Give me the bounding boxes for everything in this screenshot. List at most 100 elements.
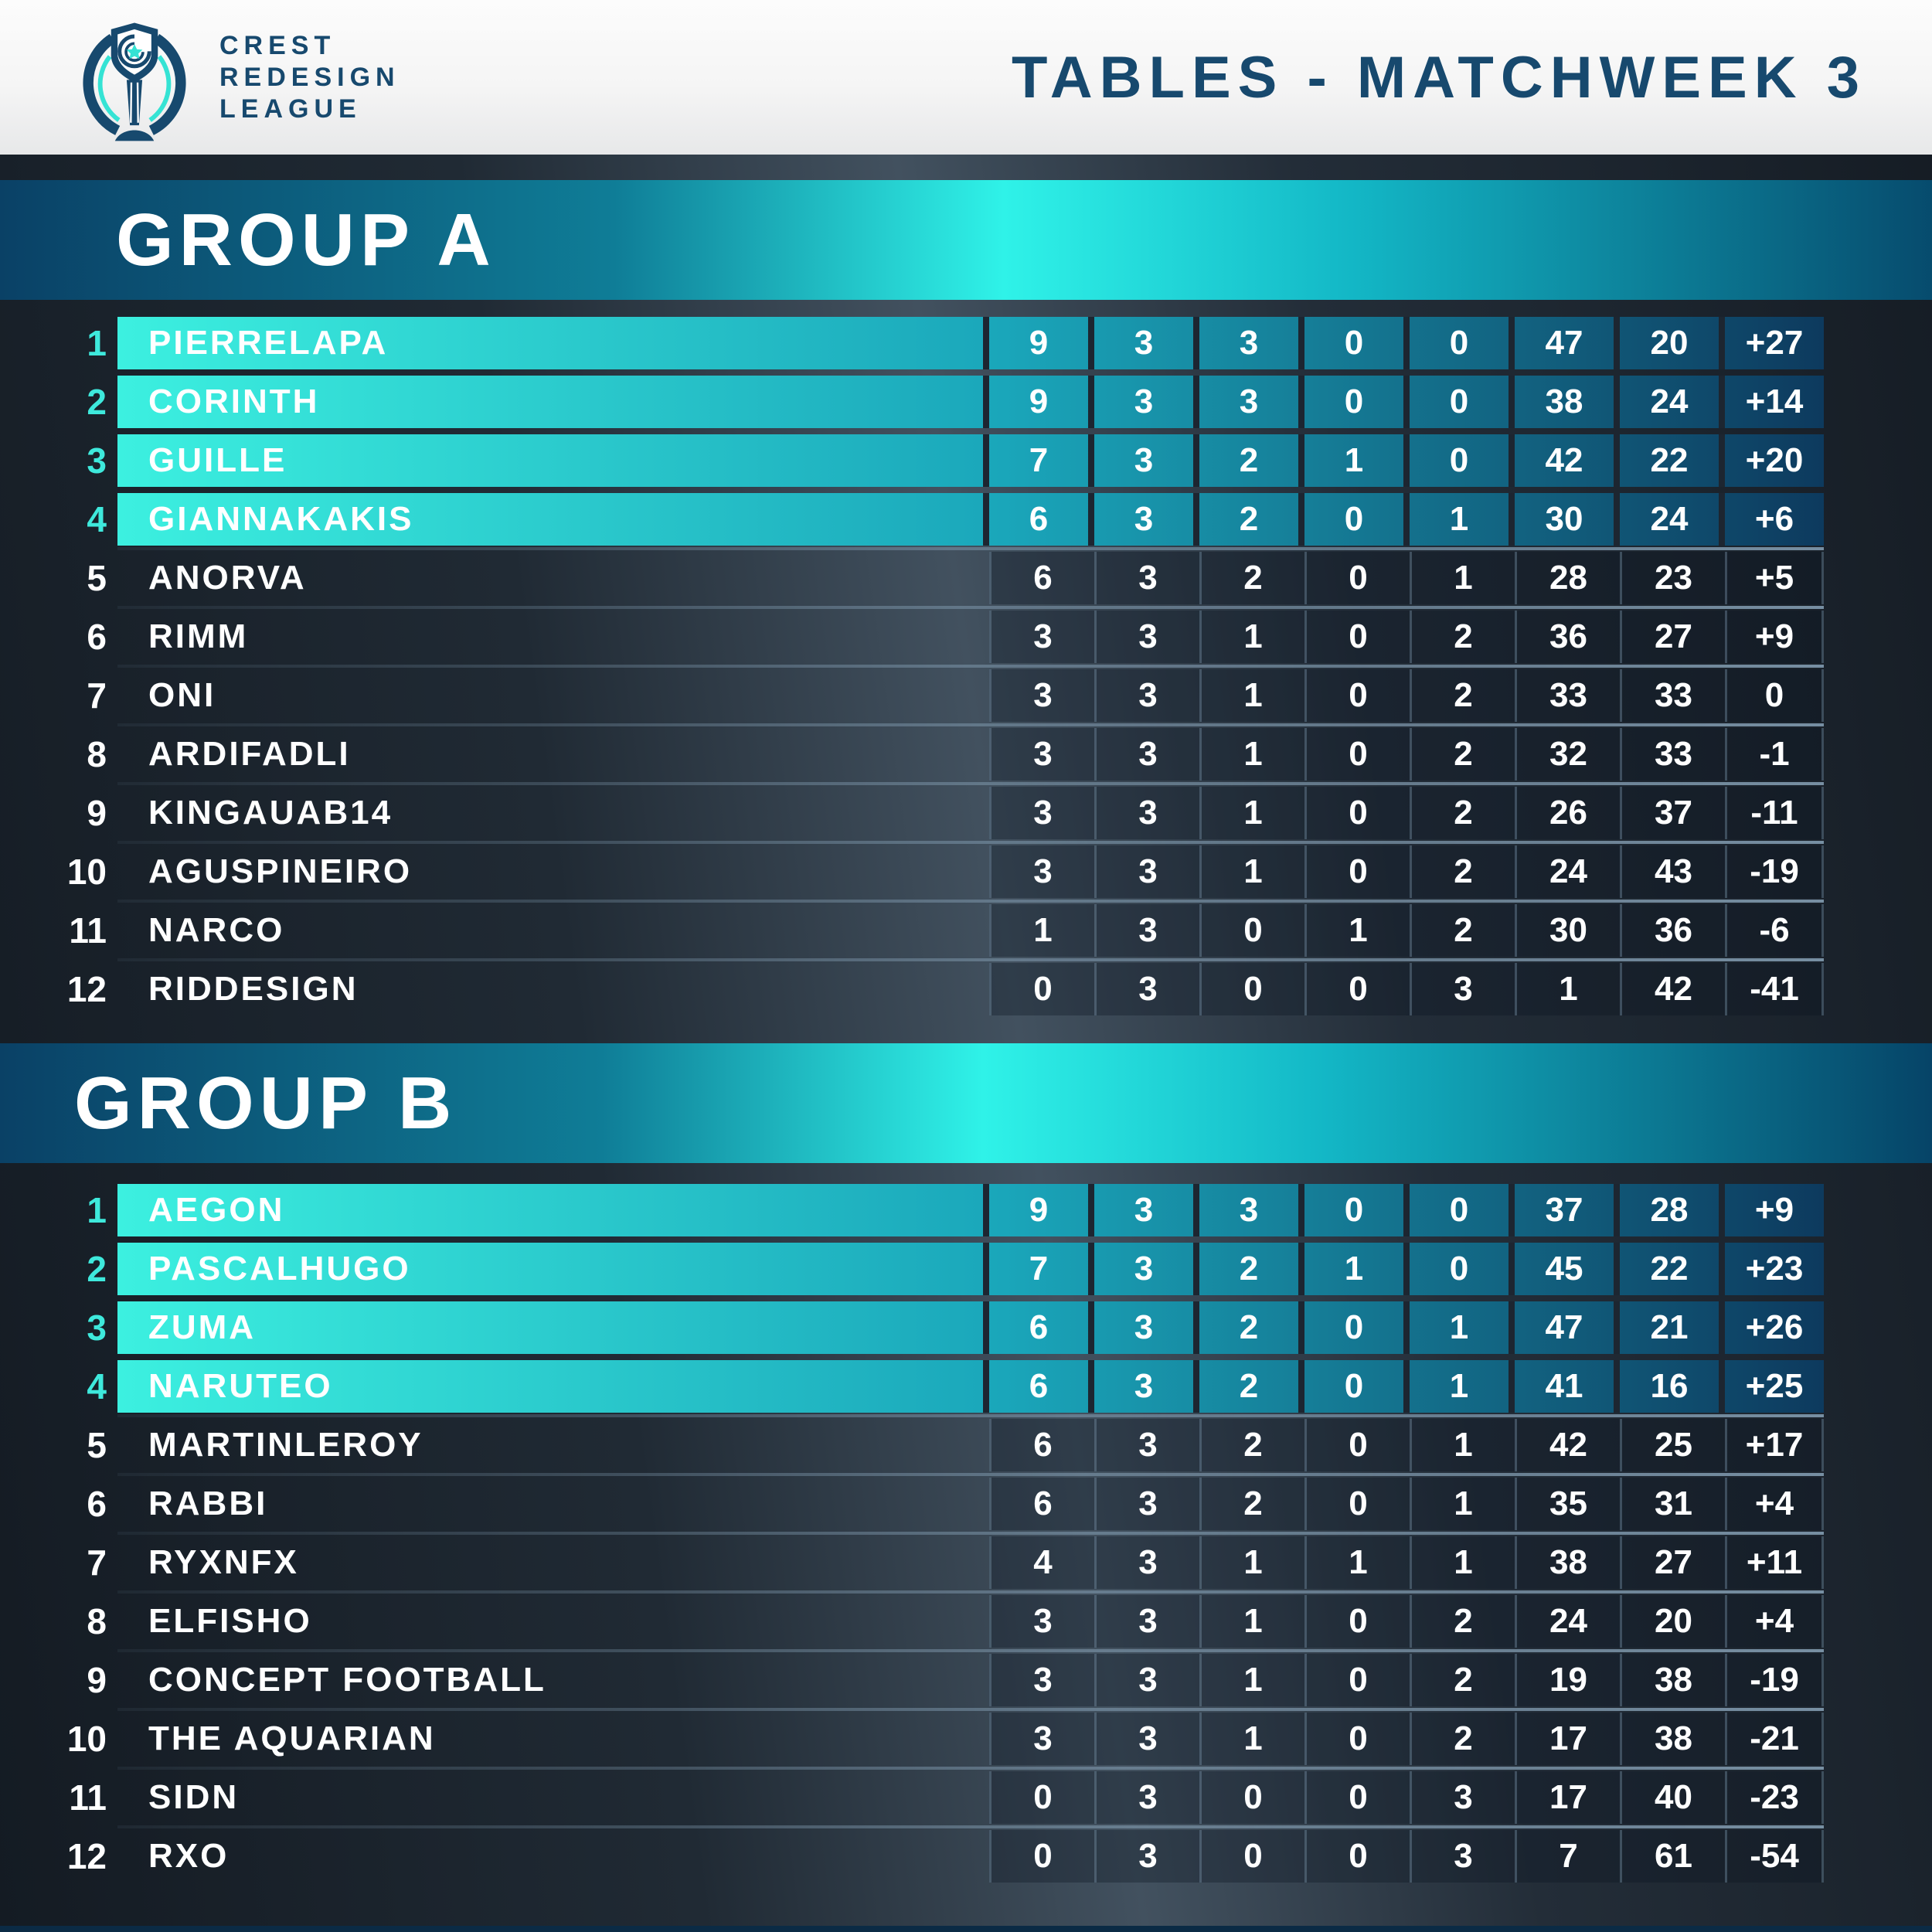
stat-value: 21	[1620, 1301, 1725, 1354]
rank-label: 6	[87, 617, 107, 657]
team-name: KINGAUAB14	[148, 794, 393, 832]
stat-value: 9	[989, 317, 1094, 369]
stat-value: 0	[1410, 1184, 1515, 1236]
stat-value: 0	[1304, 1419, 1410, 1471]
stat-value: 1	[1304, 1536, 1410, 1589]
stat-value: 1	[1410, 552, 1515, 604]
league-name-line: LEAGUE	[219, 94, 362, 124]
stat-value: 16	[1620, 1360, 1725, 1413]
stat-value: 0	[1304, 1301, 1410, 1354]
stat-value: 3	[1094, 1654, 1199, 1706]
rank-label: 10	[66, 1719, 107, 1759]
stat-value: -6	[1725, 904, 1824, 957]
team-name: RXO	[148, 1837, 230, 1875]
stat-value: +20	[1745, 441, 1804, 479]
league-name-line: REDESIGN	[219, 62, 400, 92]
row-cells: PIERRELAPA 9 3 3 0 0 47 20 +27	[117, 317, 1824, 369]
stat-value: 0	[1304, 1184, 1410, 1236]
stat-value: 0	[1304, 1478, 1410, 1530]
bottom-edge-bar	[0, 1926, 1932, 1932]
stat-value: 1	[1304, 434, 1410, 487]
league-name-line: CREST	[219, 30, 336, 60]
stat-value: -23	[1725, 1771, 1824, 1824]
stat-value: 47	[1515, 1301, 1620, 1354]
stat-value: 3	[1094, 845, 1199, 898]
stat-value: +23	[1745, 1250, 1804, 1287]
stat-value: 2	[1199, 1301, 1304, 1354]
stat-value: 3	[989, 1654, 1094, 1706]
stat-value: 3	[1094, 904, 1199, 957]
stat-value: 37	[1515, 1184, 1620, 1236]
stat-value: 3	[1094, 376, 1199, 428]
rank-label: 7	[87, 675, 107, 716]
stat-value: 0	[1199, 963, 1304, 1015]
stat-value: 1	[1410, 1301, 1515, 1354]
stat-value: 7	[1515, 1830, 1620, 1883]
stat-value: 2	[1410, 728, 1515, 781]
table-row: 10 AGUSPINEIRO 3 3 1 0 2 24 43 -19	[31, 841, 1830, 898]
stat-value: 3	[1410, 1771, 1515, 1824]
stat-value: 24	[1620, 493, 1725, 546]
stat-value: 2	[1410, 845, 1515, 898]
stat-value: +4	[1725, 1478, 1824, 1530]
stat-value: 2	[1410, 611, 1515, 663]
stat-value: 1	[1410, 1360, 1515, 1413]
stat-value: 3	[1094, 1478, 1199, 1530]
team-name: RYXNFX	[148, 1543, 299, 1581]
stat-value: 3	[989, 1595, 1094, 1648]
stat-value: 0	[1199, 1771, 1304, 1824]
team-name: CORINTH	[117, 376, 989, 428]
team-name: THE AQUARIAN	[148, 1719, 436, 1757]
stat-value: 3	[989, 728, 1094, 781]
rank-label: 12	[66, 1836, 107, 1876]
rank-label: 3	[87, 1308, 107, 1348]
stat-value: 3	[1094, 493, 1199, 546]
table-row: 3 ZUMA 6 3 2 0 1 47 21 +26	[31, 1301, 1830, 1354]
stat-value: +6	[1754, 500, 1794, 538]
stat-value: 0	[1304, 669, 1410, 722]
stat-value: 1	[1304, 904, 1410, 957]
table-row: 5 MARTINLEROY 6 3 2 0 1 42 25 +17	[31, 1414, 1830, 1471]
table-row: 11 NARCO 1 3 0 1 2 30 36 -6	[31, 900, 1830, 957]
stat-value: 42	[1515, 1419, 1620, 1471]
row-cells: GUILLE 7 3 2 1 0 42 22 +20	[117, 434, 1824, 487]
page-title: TABLES - MATCHWEEK 3	[1011, 44, 1866, 111]
stat-value: 3	[1094, 1360, 1199, 1413]
stat-value: 0	[1304, 1654, 1410, 1706]
rank-label: 1	[87, 1190, 107, 1230]
rank-label: 4	[87, 1366, 107, 1406]
team-name: RIDDESIGN	[148, 970, 359, 1008]
row-cells: KINGAUAB14 3 3 1 0 2 26 37 -11	[117, 782, 1824, 839]
stat-value: 33	[1620, 728, 1725, 781]
rank-label: 4	[87, 499, 107, 539]
row-cells: CORINTH 9 3 3 0 0 38 24 +14	[117, 376, 1824, 428]
league-logo: CREST REDESIGN LEAGUE	[70, 12, 400, 143]
stat-value: 2	[1199, 434, 1304, 487]
stat-value: 17	[1515, 1771, 1620, 1824]
stat-value: 9	[989, 376, 1094, 428]
stat-value: 6	[989, 1360, 1094, 1413]
row-cells: NARCO 1 3 0 1 2 30 36 -6	[117, 900, 1824, 957]
table-row: 9 KINGAUAB14 3 3 1 0 2 26 37 -11	[31, 782, 1830, 839]
row-cells: RYXNFX 4 3 1 1 1 38 27 +11	[117, 1532, 1824, 1589]
stat-value: 33	[1515, 669, 1620, 722]
stat-value: 24	[1515, 1595, 1620, 1648]
table-row: 4 NARUTEO 6 3 2 0 1 41 16 +25	[31, 1360, 1830, 1413]
table-row: 7 ONI 3 3 1 0 2 33 33 0	[31, 665, 1830, 722]
stat-value: 32	[1515, 728, 1620, 781]
team-name: AEGON	[117, 1184, 989, 1236]
team-name: RABBI	[148, 1485, 268, 1522]
stat-value: 22	[1620, 1243, 1725, 1295]
stat-value: 38	[1620, 1654, 1725, 1706]
stat-value: 4	[989, 1536, 1094, 1589]
stat-value: 3	[1094, 1184, 1199, 1236]
stat-value: 6	[989, 493, 1094, 546]
stat-value: 3	[1410, 963, 1515, 1015]
stat-value: 3	[989, 787, 1094, 839]
team-name: ARDIFADLI	[148, 735, 351, 773]
row-cells: ARDIFADLI 3 3 1 0 2 32 33 -1	[117, 723, 1824, 781]
stat-value: +9	[1754, 1191, 1794, 1229]
row-cells: ANORVA 6 3 2 0 1 28 23 +5	[117, 547, 1824, 604]
stat-value: 0	[1304, 611, 1410, 663]
